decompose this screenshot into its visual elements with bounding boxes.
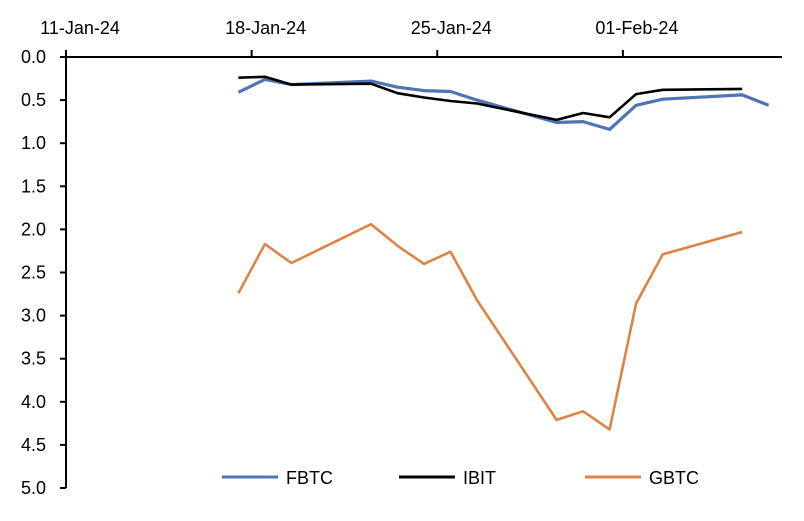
y-tick-label: 3.0 [21,306,46,326]
x-tick-label: 25-Jan-24 [411,18,492,38]
x-tick-label: 01-Feb-24 [595,18,678,38]
x-tick-label: 18-Jan-24 [225,18,306,38]
series-line-fbtc [237,77,770,131]
y-tick-label: 4.0 [21,392,46,412]
legend-label-fbtc: FBTC [286,468,333,488]
series-line-ibit [238,75,743,122]
legend-label-ibit: IBIT [463,468,496,488]
y-tick-label: 2.5 [21,263,46,283]
y-tick-label: 2.0 [21,219,46,239]
y-tick-label: 0.5 [21,90,46,110]
y-tick-label: 4.5 [21,435,46,455]
legend-label-gbtc: GBTC [649,468,699,488]
y-tick-label: 0.0 [21,47,46,67]
x-tick-label: 11-Jan-24 [40,18,120,38]
y-tick-label: 3.5 [21,349,46,369]
y-tick-label: 5.0 [21,478,46,498]
y-tick-label: 1.0 [21,133,46,153]
series-line-gbtc [237,222,743,431]
y-tick-label: 1.5 [21,176,46,196]
